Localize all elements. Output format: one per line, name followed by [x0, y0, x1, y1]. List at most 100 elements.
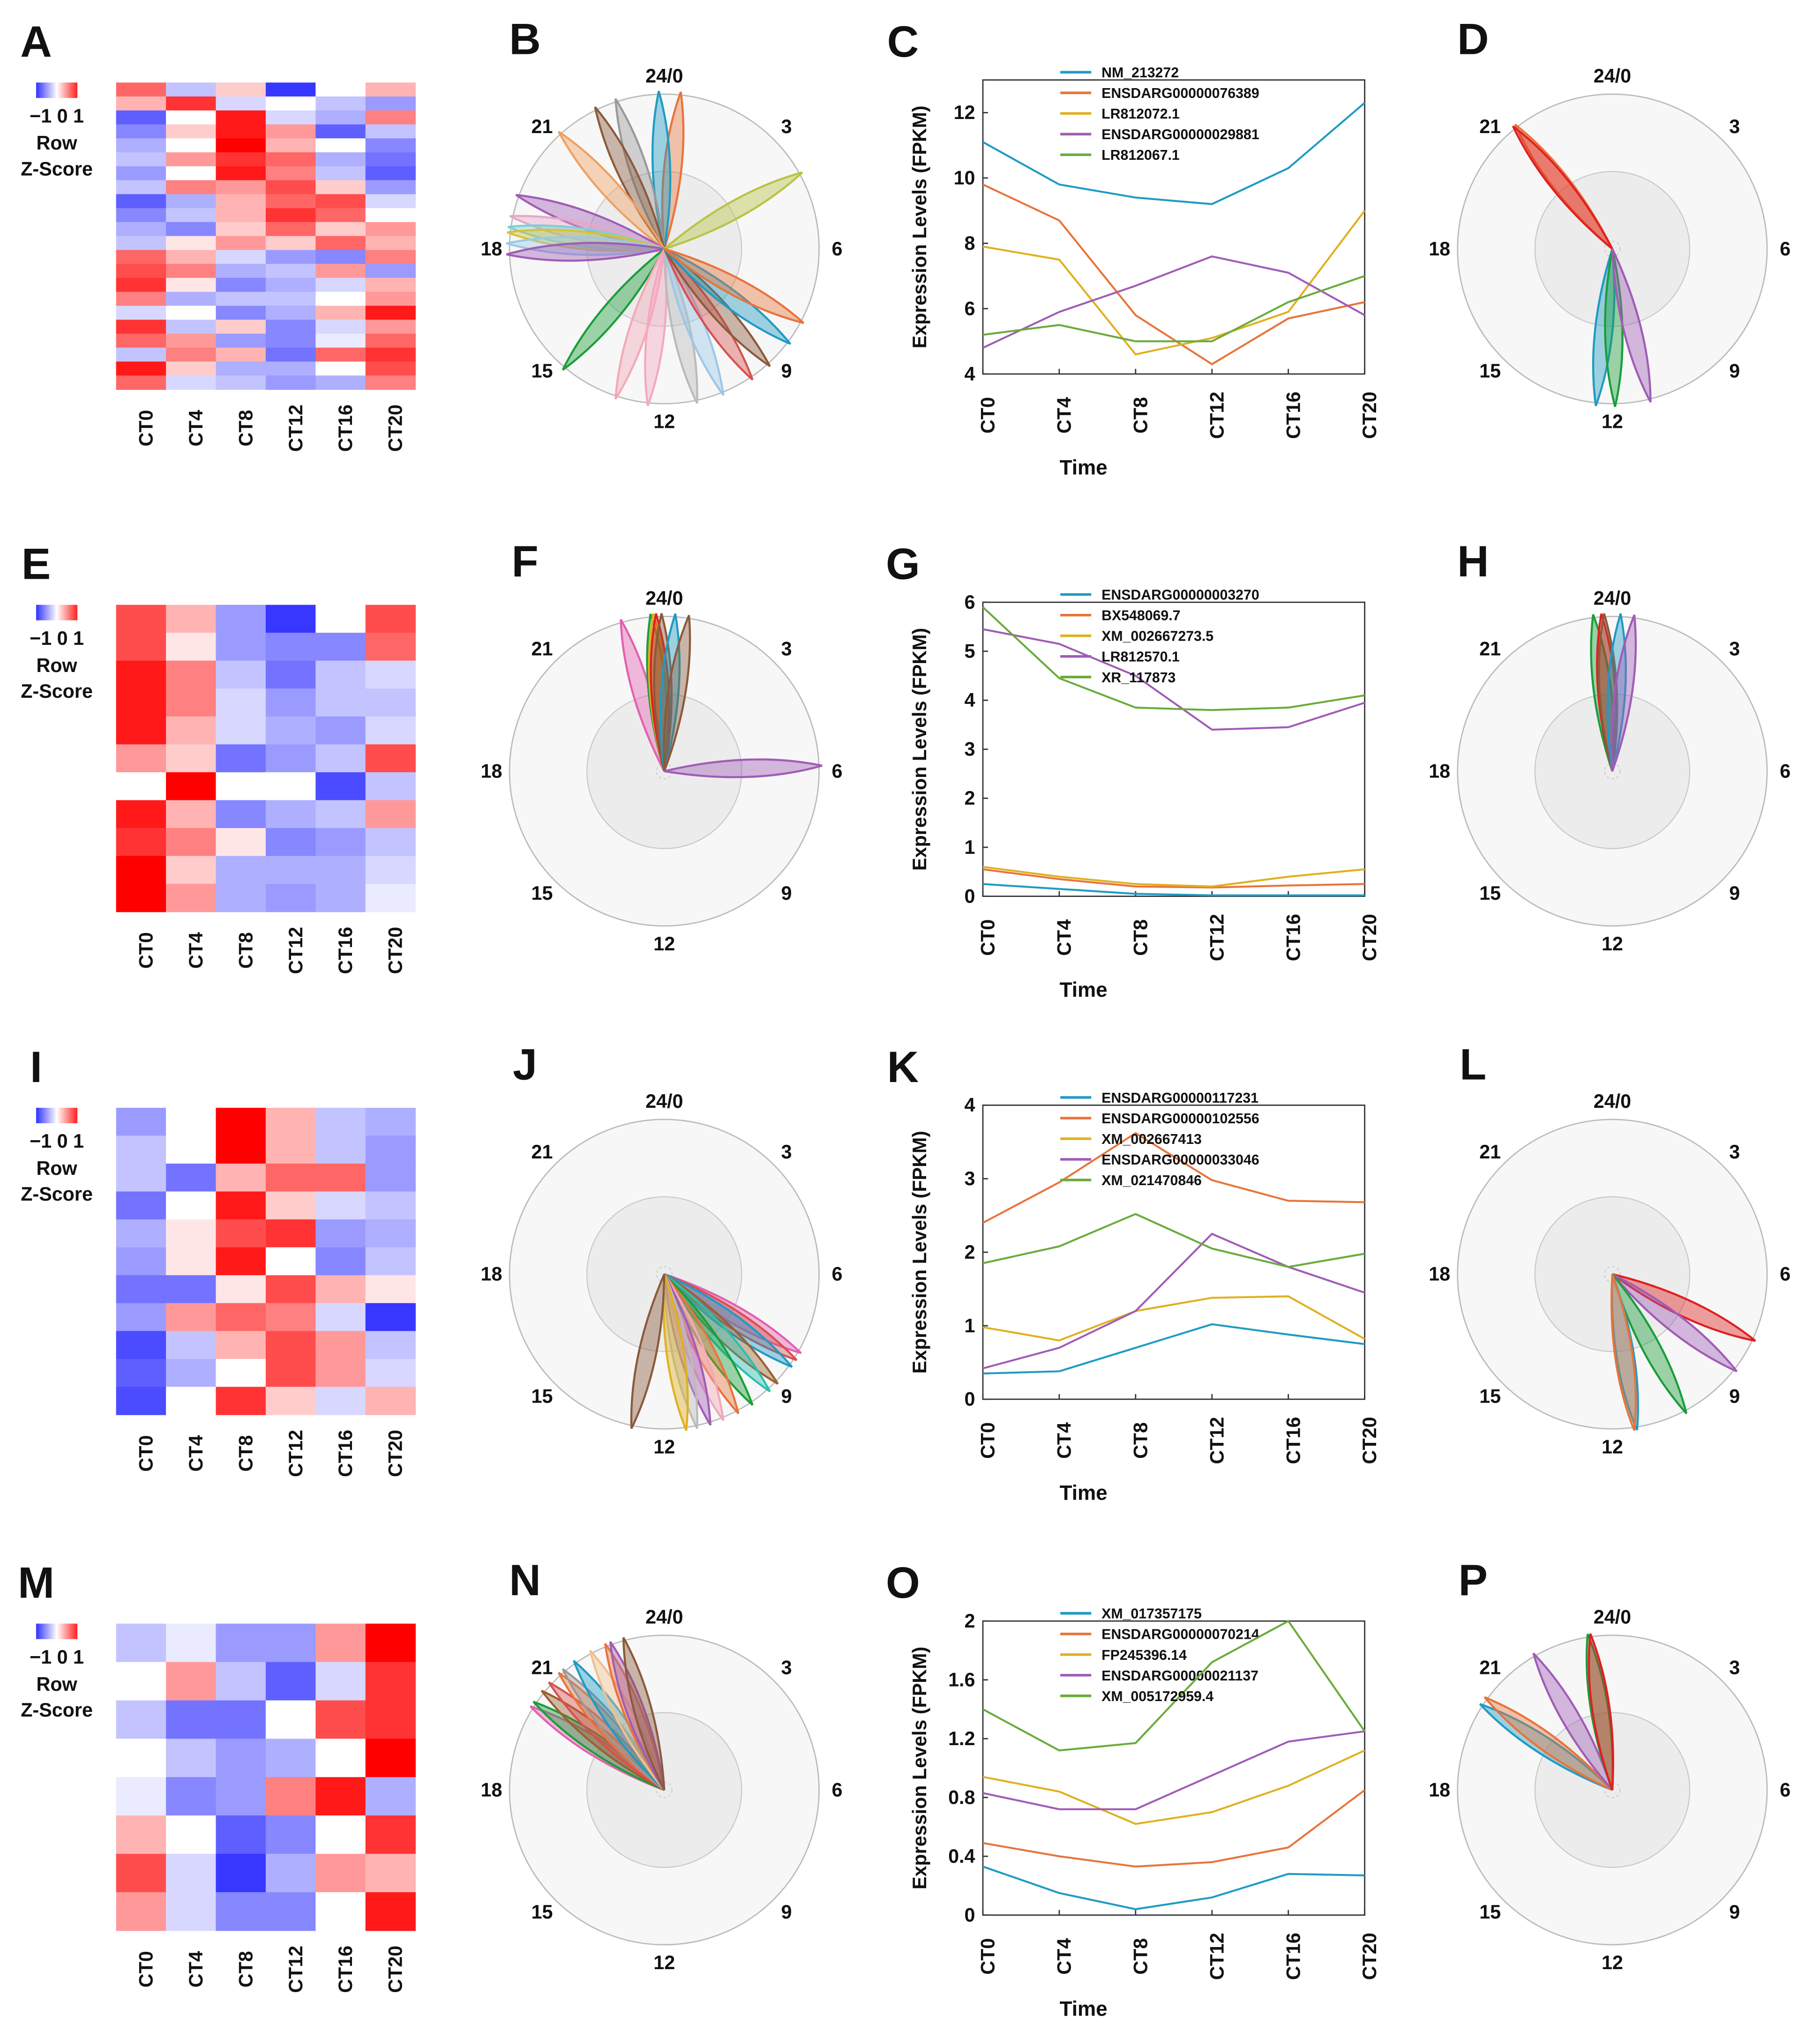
series-line-1	[982, 1323, 1365, 1375]
polar-hour-label-6: 6	[832, 1779, 843, 1800]
color-key-label-zscore: Z-Score	[21, 158, 93, 179]
heatmap-cell	[216, 375, 266, 390]
series-line-4	[982, 255, 1365, 349]
legend-entry-2: ENSDARG00000070214	[1101, 1627, 1259, 1643]
panel-row-4: M CT0 CT4 CT8 CT12 CT16 CT20 −1 0 1 Row Z-Score N 2…	[18, 1555, 1790, 2020]
heatmap-cell	[365, 1219, 416, 1248]
color-key-ticks: −1 0 1	[30, 627, 84, 649]
heatmap-cell	[116, 1107, 166, 1136]
heatmap-cell	[265, 1623, 316, 1663]
polar-petal	[653, 613, 673, 772]
heatmap-cell	[116, 1359, 166, 1388]
color-key-bar	[36, 1107, 78, 1123]
polar-petal	[663, 615, 691, 772]
y-axis-label: Expression Levels (FPKM)	[909, 105, 930, 348]
xtick-label-CT20: CT20	[1359, 1933, 1380, 1980]
heatmap-cell	[166, 1275, 217, 1304]
heatmap-cell	[216, 194, 266, 209]
heatmap-cell	[265, 1275, 316, 1304]
polar-petal	[1512, 125, 1613, 250]
heatmap-cell	[116, 152, 166, 167]
heatmap-cell	[365, 96, 416, 111]
heatmap-cell	[315, 1777, 366, 1816]
heatmap-xtick-CT8: CT8	[235, 410, 256, 447]
legend-entry-2: ENSDARG00000076389	[1101, 86, 1259, 101]
heatmap-cell	[116, 1135, 166, 1164]
line-panel-K: K 0 1 2 3 4 CT0 CT4 CT8 CT12 CT16 CT20 Expression Le…	[887, 1042, 1381, 1505]
polar-hour-label-3: 3	[1729, 638, 1740, 660]
x-axis-label: Time	[1060, 1997, 1108, 2020]
heatmap-cell	[265, 688, 316, 717]
heatmap-cell	[166, 1191, 217, 1220]
heatmap-xtick-CT0: CT0	[135, 410, 157, 447]
series-line-3	[982, 866, 1365, 888]
polar-petal	[1611, 1273, 1688, 1414]
heatmap-cell	[216, 1853, 266, 1893]
heatmap-cell	[116, 347, 166, 362]
heatmap-cell	[166, 291, 217, 306]
heatmap-cell	[365, 152, 416, 167]
legend-entry-4: ENSDARG00000029881	[1101, 127, 1259, 142]
polar-hour-label-18: 18	[481, 1263, 502, 1285]
heatmap-cell	[265, 334, 316, 348]
ytick-label: 0.8	[948, 1786, 975, 1808]
heatmap-cell	[315, 208, 366, 223]
heatmap-cell	[216, 347, 266, 362]
heatmap-cell	[216, 96, 266, 111]
heatmap-cell	[365, 194, 416, 209]
heatmap-cell	[265, 1739, 316, 1778]
heatmap-cell	[265, 772, 316, 801]
legend-entry-5: LR812067.1	[1101, 148, 1180, 163]
heatmap-cell	[116, 110, 166, 125]
heatmap-cell	[315, 222, 366, 237]
color-key-label-zscore: Z-Score	[21, 1183, 93, 1205]
heatmap-cell	[265, 320, 316, 334]
polar-petal	[1611, 248, 1652, 403]
heatmap-cell	[216, 110, 266, 125]
heatmap-cell	[116, 1275, 166, 1304]
xtick-label-CT4: CT4	[1054, 1938, 1075, 1975]
heatmap-cell	[116, 1892, 166, 1931]
heatmap-cell	[166, 361, 217, 376]
heatmap-cell	[315, 291, 366, 306]
heatmap-cell	[216, 361, 266, 376]
polar-hour-label-12: 12	[1602, 411, 1623, 433]
series-line-3	[982, 1749, 1365, 1825]
polar-hour-label-9: 9	[781, 1385, 792, 1407]
polar-petal	[644, 248, 667, 406]
color-key-ticks: −1 0 1	[30, 1646, 84, 1668]
heatmap-xtick-CT4: CT4	[185, 410, 207, 447]
heatmap-cell	[265, 744, 316, 773]
panel-label-I: I	[30, 1042, 42, 1091]
series-line-5	[982, 606, 1365, 711]
polar-hour-label-6: 6	[1780, 1263, 1790, 1285]
heatmap-cell	[265, 194, 316, 209]
heatmap-xtick-CT16: CT16	[335, 1430, 356, 1477]
ytick-label: 2	[965, 787, 975, 809]
panel-label-K: K	[887, 1042, 919, 1091]
heatmap-cell	[116, 884, 166, 912]
heatmap-cell	[365, 166, 416, 181]
xtick-label-CT0: CT0	[977, 1938, 999, 1975]
color-key-label-row: Row	[37, 1157, 78, 1179]
heatmap-cell	[116, 222, 166, 237]
legend-entry-4: LR812570.1	[1101, 650, 1180, 665]
heatmap-cell	[315, 856, 366, 884]
heatmap-xtick-CT4: CT4	[185, 1951, 207, 1987]
polar-hour-label-21: 21	[1479, 638, 1501, 660]
heatmap-cell	[166, 138, 217, 153]
heatmap-xtick-CT4: CT4	[185, 932, 207, 969]
legend-entry-4: ENSDARG00000033046	[1101, 1152, 1259, 1168]
ytick-label: 1	[965, 1315, 975, 1337]
polar-panel-selected-H: H 24/0 3 6 9 12 15 18 21	[1429, 537, 1790, 955]
heatmap-xtick-CT12: CT12	[285, 1430, 307, 1477]
heatmap-cell	[166, 1219, 217, 1248]
heatmap-cell	[265, 605, 316, 634]
heatmap-cell	[365, 1739, 416, 1778]
heatmap-cell	[365, 716, 416, 745]
polar-hour-label-6: 6	[832, 1263, 843, 1285]
heatmap-cell	[216, 334, 266, 348]
polar-hour-label-9: 9	[1729, 1901, 1740, 1923]
series-line-1	[982, 1866, 1365, 1911]
polar-hour-label-18: 18	[481, 1779, 502, 1800]
